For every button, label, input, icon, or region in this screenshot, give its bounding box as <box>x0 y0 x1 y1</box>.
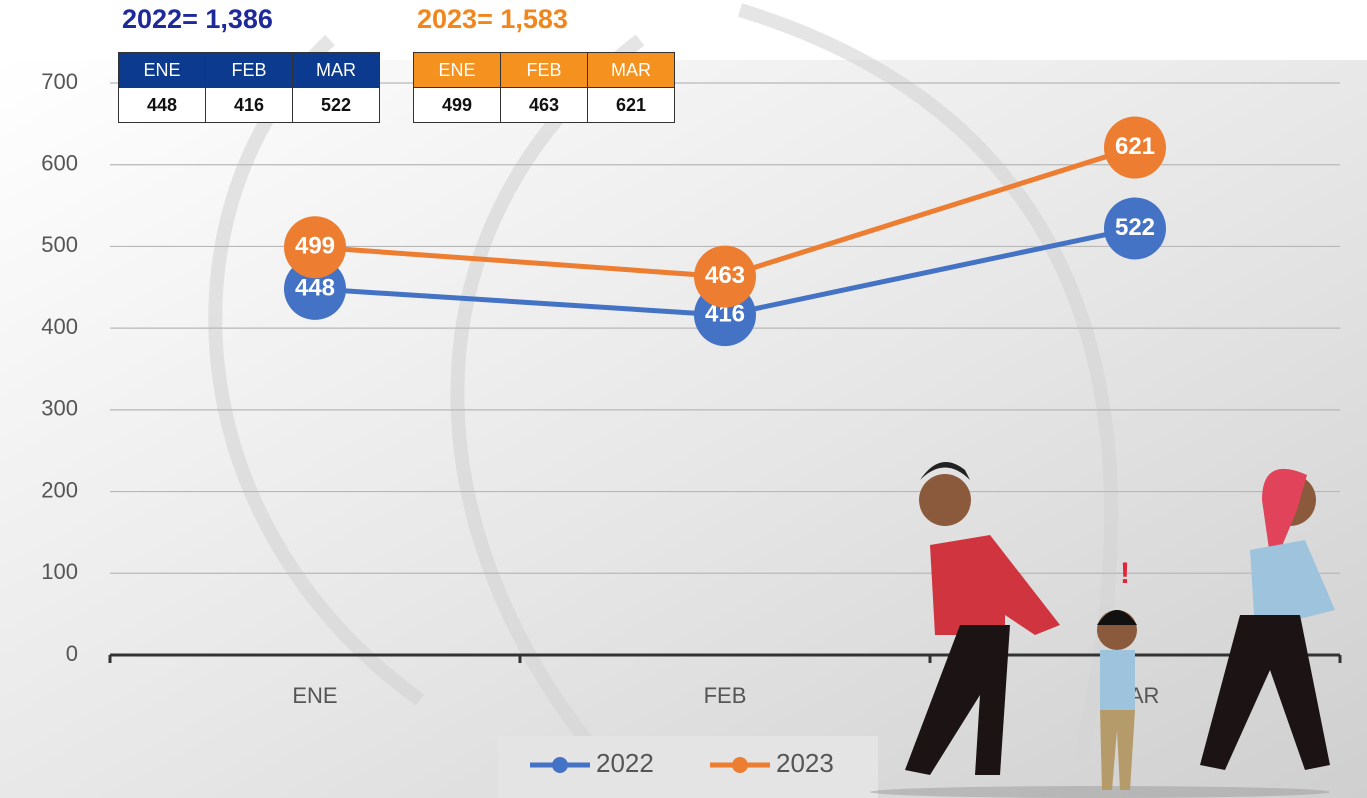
y-tick-label: 600 <box>41 151 78 176</box>
table-header-cell: MAR <box>293 53 380 88</box>
y-tick-label: 300 <box>41 396 78 421</box>
x-tick-label: FEB <box>704 683 747 708</box>
plot-background <box>0 60 1367 798</box>
table-header-cell: FEB <box>501 53 588 88</box>
y-tick-label: 500 <box>41 232 78 257</box>
table-title: 2023= 1,583 <box>417 4 568 35</box>
table-cell: 463 <box>501 88 588 123</box>
data-label: 499 <box>295 233 335 260</box>
y-tick-label: 400 <box>41 314 78 339</box>
data-label: 463 <box>705 262 745 289</box>
table-header-cell: MAR <box>588 53 675 88</box>
table-cell: 448 <box>119 88 206 123</box>
legend-marker <box>732 757 748 773</box>
table-cell: 522 <box>293 88 380 123</box>
legend-marker <box>552 757 568 773</box>
y-tick-label: 200 <box>41 477 78 502</box>
table-cell: 499 <box>414 88 501 123</box>
y-tick-label: 100 <box>41 559 78 584</box>
table-cell: 621 <box>588 88 675 123</box>
x-tick-label: ENE <box>292 683 337 708</box>
page: {"chart_data": {"type": "line", "categor… <box>0 0 1367 798</box>
table-title: 2022= 1,386 <box>122 4 273 35</box>
data-label: 448 <box>295 274 335 301</box>
table-header-cell: ENE <box>414 53 501 88</box>
legend-label: 2022 <box>596 748 654 778</box>
table-header-cell: FEB <box>206 53 293 88</box>
data-label: 621 <box>1115 133 1155 160</box>
y-tick-label: 700 <box>41 69 78 94</box>
data-label: 522 <box>1115 214 1155 241</box>
table-cell: 416 <box>206 88 293 123</box>
legend-label: 2023 <box>776 748 834 778</box>
y-tick-label: 0 <box>66 641 78 666</box>
table-header-cell: ENE <box>119 53 206 88</box>
svg-text:!: ! <box>1120 557 1130 590</box>
